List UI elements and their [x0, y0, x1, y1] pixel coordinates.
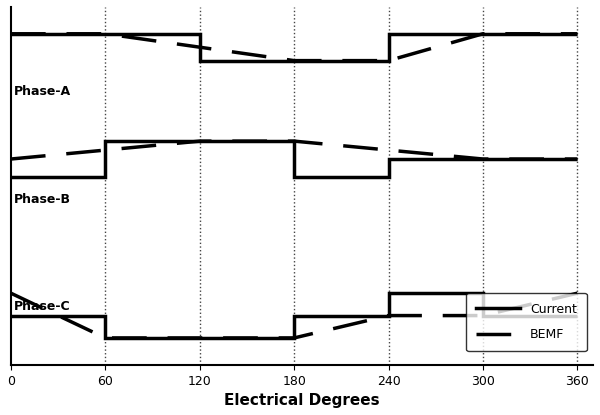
X-axis label: Electrical Degrees: Electrical Degrees: [224, 393, 380, 408]
Legend: Current, BEMF: Current, BEMF: [466, 293, 587, 352]
Text: Phase-B: Phase-B: [14, 193, 71, 206]
Text: Phase-C: Phase-C: [14, 300, 71, 313]
Text: Phase-A: Phase-A: [14, 85, 71, 98]
